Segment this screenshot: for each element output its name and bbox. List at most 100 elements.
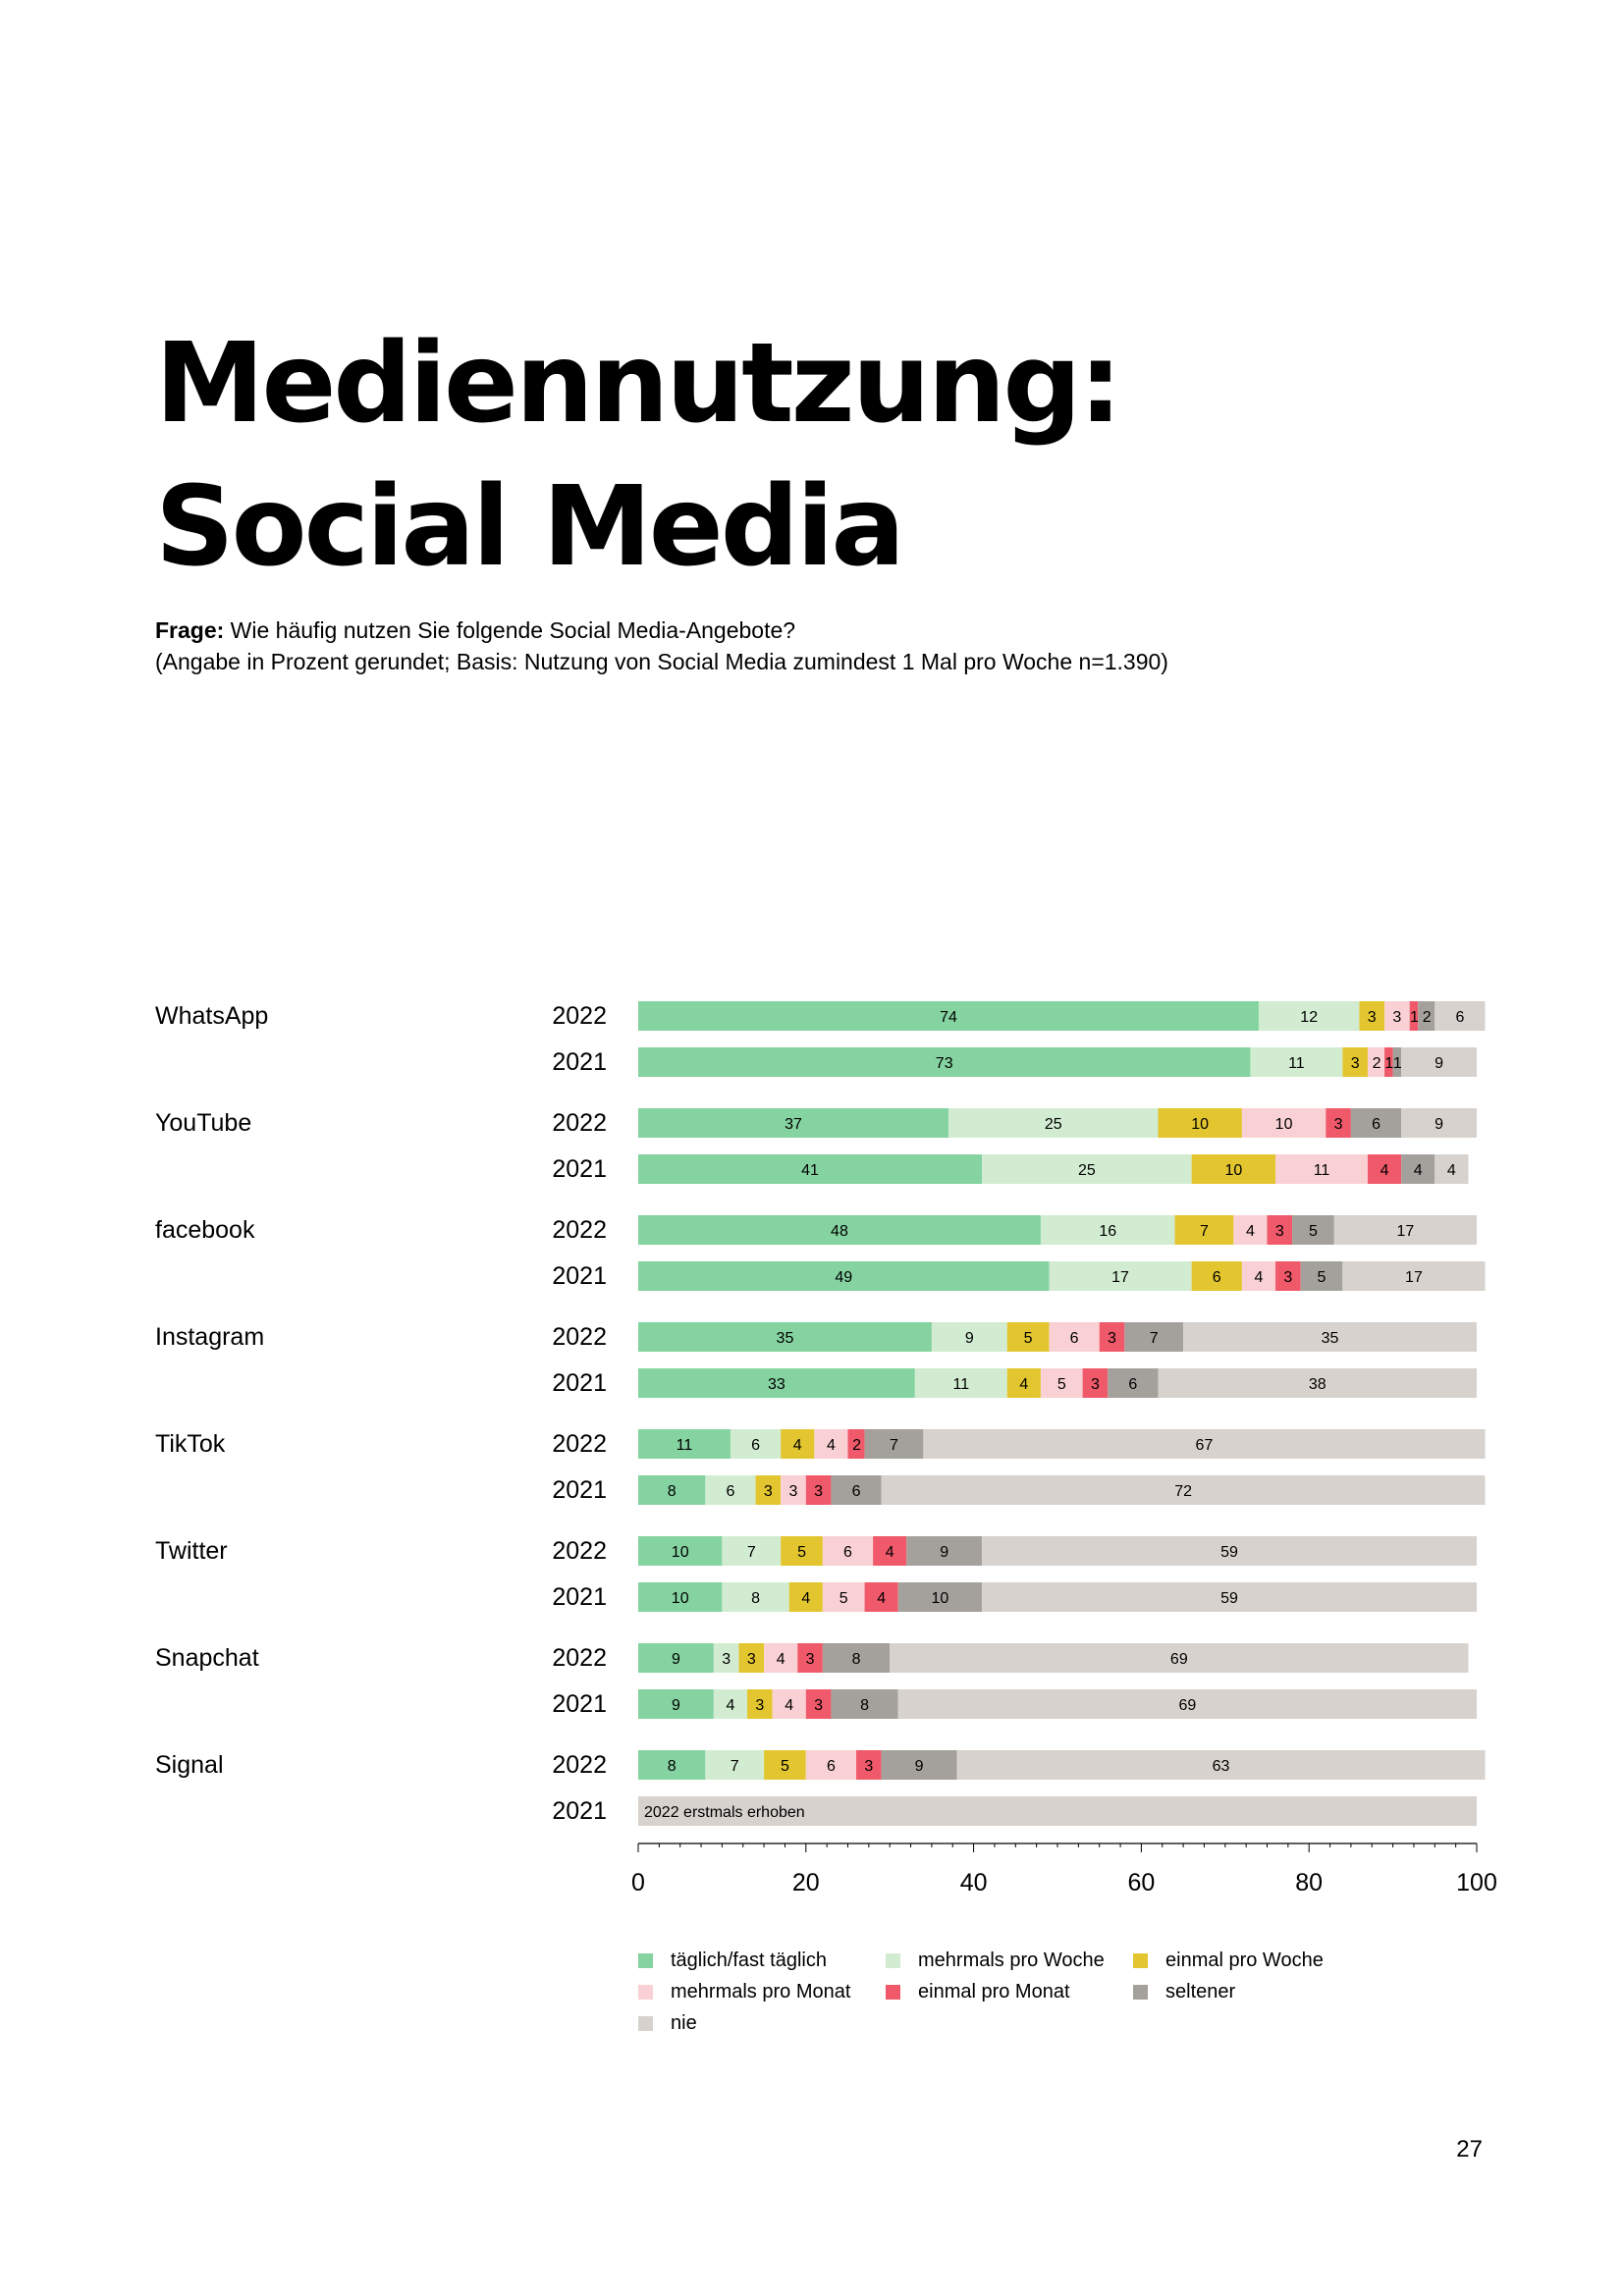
legend-swatch [638,2015,653,2031]
bar-segment [822,1536,874,1566]
bar-value-label: 11 [1288,1055,1305,1072]
bar-value-label: 3 [1091,1376,1100,1393]
bar-value-label: 59 [1220,1544,1238,1561]
bar-segment [805,1750,857,1780]
bar-value-label: 4 [1019,1376,1028,1393]
bar-value-label: 6 [843,1544,852,1561]
bar-segment [1409,1001,1419,1031]
year-label: 2022 [552,1537,607,1565]
bar-value-label: 3 [814,1483,823,1500]
bar-value-label: 3 [789,1483,798,1500]
x-tick-label: 80 [1295,1869,1323,1896]
legend-label: seltener [1165,1980,1236,2002]
bar-value-label: 3 [1108,1330,1116,1347]
bar-segment [1292,1215,1334,1245]
year-label: 2022 [552,1002,607,1030]
bar-value-label: 37 [785,1116,802,1133]
bar-segment [638,1689,714,1719]
platform-label: WhatsApp [155,1002,268,1030]
bar-segment [781,1536,823,1566]
bar-segment [781,1429,815,1459]
legend-label: einmal pro Woche [1165,1949,1324,1971]
bar-value-label: 33 [768,1376,785,1393]
bar-value-label: 7 [731,1758,739,1775]
bar-segment [831,1689,898,1719]
bar-value-label: 12 [1300,1009,1318,1026]
bar-value-label: 2 [852,1437,861,1454]
year-label: 2022 [552,1109,607,1137]
bar-segment [764,1643,798,1673]
bar-value-label: 7 [1200,1223,1209,1240]
bar-segment [1350,1108,1402,1138]
bar-segment [1342,1047,1368,1077]
bar-value-label: 1 [1393,1055,1402,1072]
bar-segment [1040,1215,1175,1245]
year-label: 2021 [552,1797,607,1825]
legend-swatch [638,1984,653,2000]
bar-value-label: 3 [1283,1269,1292,1286]
bar-value-label: 2 [1423,1009,1432,1026]
bar-value-label: 4 [726,1697,734,1714]
bar-segment [1040,1368,1083,1398]
bar-value-label: 6 [726,1483,734,1500]
year-label: 2022 [552,1644,607,1672]
bar-value-label: 59 [1220,1590,1238,1607]
question-line: Frage: Wie häufig nutzen Sie folgende So… [155,614,1168,646]
bar-segment [982,1154,1192,1184]
bar-value-label: 11 [952,1376,969,1393]
platform-label: Twitter [155,1537,228,1565]
bar-segment [1401,1154,1435,1184]
bar-value-label: 6 [1213,1269,1221,1286]
bar-segment [1006,1322,1050,1352]
bar-segment [705,1750,765,1780]
legend-label: täglich/fast täglich [671,1949,827,1971]
legend-item: mehrmals pro Woche [886,1948,1133,1973]
bar-segment [1267,1215,1293,1245]
bar-segment [897,1582,983,1612]
bar-segment [1275,1154,1368,1184]
bar-value-label: 8 [860,1697,869,1714]
bar-note-label: 2022 erstmals erhoben [644,1804,805,1821]
bar-segment [747,1689,773,1719]
bar-value-label: 3 [814,1697,823,1714]
bar-value-label: 17 [1405,1269,1423,1286]
bar-segment [814,1429,848,1459]
bar-value-label: 6 [1455,1009,1464,1026]
bar-value-label: 7 [1150,1330,1159,1347]
bar-value-label: 3 [1275,1223,1284,1240]
bar-value-label: 3 [764,1483,773,1500]
bar-value-label: 10 [1224,1162,1242,1179]
bar-segment [1250,1047,1343,1077]
bar-segment [1401,1047,1477,1077]
x-tick-label: 40 [960,1869,988,1896]
bar-segment [638,1261,1050,1291]
bar-segment [638,1750,706,1780]
legend-item: mehrmals pro Monat [638,1979,886,2004]
bar-value-label: 4 [886,1544,894,1561]
bar-segment [1435,1154,1469,1184]
legend-swatch [886,1952,900,1968]
platform-label: facebook [155,1216,255,1244]
bar-segment [1174,1215,1234,1245]
bar-value-label: 6 [1128,1376,1137,1393]
bar-value-label: 25 [1078,1162,1096,1179]
chart-legend: täglich/fast täglich mehrmals pro Woche ei… [638,1948,1384,2036]
bar-segment [638,1643,714,1673]
bar-segment [956,1750,1486,1780]
bar-value-label: 9 [1435,1116,1443,1133]
bar-value-label: 5 [781,1758,789,1775]
platform-label: Snapchat [155,1644,259,1672]
bar-value-label: 3 [1334,1116,1343,1133]
legend-swatch [1133,1952,1148,1968]
year-label: 2021 [552,1048,607,1076]
year-label: 2022 [552,1430,607,1458]
bar-segment [1082,1368,1109,1398]
bar-segment [738,1643,765,1673]
bar-value-label: 17 [1397,1223,1415,1240]
bar-segment [1392,1047,1402,1077]
bar-segment [914,1368,1007,1398]
bar-value-label: 8 [852,1651,861,1668]
bar-value-label: 4 [1380,1162,1389,1179]
x-tick-label: 60 [1127,1869,1155,1896]
legend-label: nie [671,2011,697,2034]
